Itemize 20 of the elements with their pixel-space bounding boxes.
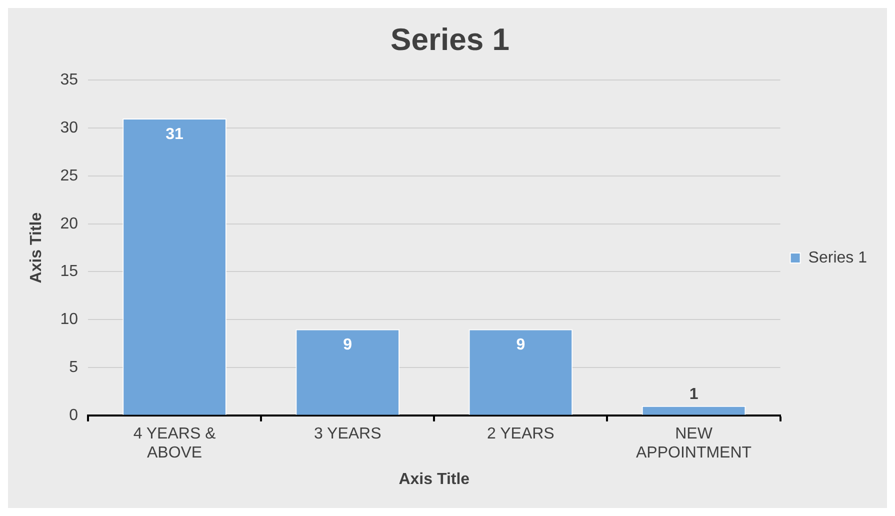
x-tick-label: 3 YEARS: [314, 425, 382, 442]
y-tick-label: 30: [60, 119, 78, 136]
data-label: 9: [516, 336, 526, 354]
x-axis-title: Axis Title: [398, 470, 470, 488]
x-tick-label: 4 YEARS & ABOVE: [133, 425, 216, 462]
data-label: 9: [343, 336, 352, 354]
y-tick-label: 25: [60, 167, 78, 184]
data-label: 1: [689, 386, 698, 404]
data-label: 31: [166, 126, 184, 143]
y-tick-label: 20: [60, 215, 78, 232]
y-tick-label: 0: [69, 406, 78, 424]
y-axis-title: Axis Title: [28, 212, 46, 284]
y-tick-label: 35: [60, 72, 78, 89]
y-tick-label: 15: [60, 263, 78, 280]
x-tick-label: NEW APPOINTMENT: [636, 425, 752, 462]
legend-label: Series 1: [808, 249, 868, 266]
chart-title: Series 1: [390, 22, 510, 58]
y-tick-label: 5: [69, 358, 78, 376]
x-tick-label: 2 YEARS: [487, 425, 554, 442]
y-tick-label: 10: [60, 311, 78, 328]
